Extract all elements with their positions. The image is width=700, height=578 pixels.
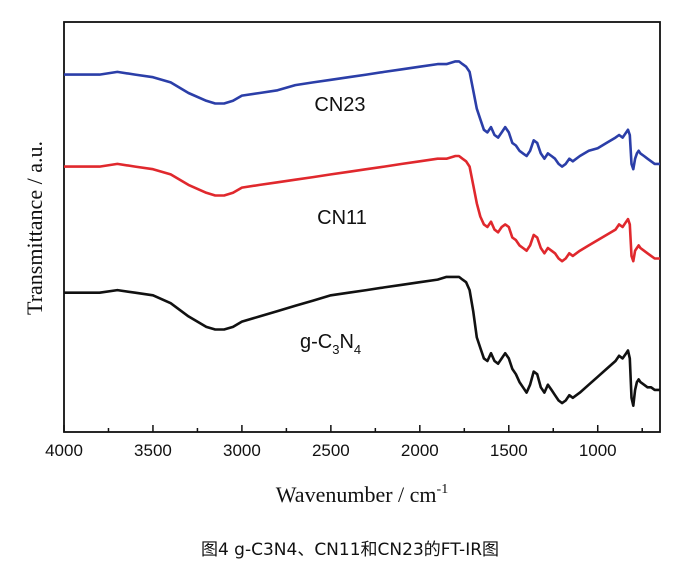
series-line-cn23 [64,60,660,171]
annotation-cn23: CN23 [314,94,365,116]
x-tick-label: 1000 [579,441,617,460]
series-line-cn11 [64,154,660,263]
spectra-group [64,60,660,407]
figure-caption: 图4 g-C3N4、CN11和CN23的FT-IR图 [200,540,500,560]
x-tick-label: 3500 [134,441,172,460]
annotation-cn11: CN11 [317,207,367,229]
x-tick-label: 4000 [45,441,83,460]
x-tick-label: 3000 [223,441,261,460]
x-tick-label: 1500 [490,441,528,460]
y-axis-title: Transmittance / a.u. [22,141,47,315]
series-line-g-c3n4 [64,275,660,407]
x-tick-label: 2500 [312,441,350,460]
x-tick-label: 2000 [401,441,439,460]
x-axis-title: Wavenumber / cm-1 [276,482,448,507]
x-ticks-group: 4000 3500 3000 2500 2000 1500 1000 [45,425,643,460]
annotation-gc3n4: g-C3N4 [300,331,361,357]
plot-frame [63,21,661,433]
